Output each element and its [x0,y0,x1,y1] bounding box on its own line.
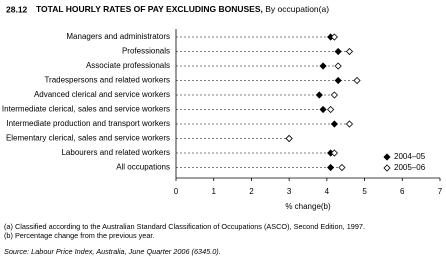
x-tick-label: 4 [325,187,330,196]
x-tick-label: 5 [362,187,367,196]
dot [330,91,338,99]
figure-number: 28.12 [6,4,28,14]
dot [327,163,335,172]
dot [334,62,342,70]
x-tick-label: 1 [211,187,216,196]
x-tick-label: 0 [174,187,179,196]
y-tick-label: Professionals [122,47,170,56]
dot [338,163,346,172]
y-tick-label: Tradespersons and related workers [44,76,170,85]
dot [353,76,361,85]
y-tick-label: Managers and administrators [66,32,170,41]
source: Source: Labour Price Index, Australia, J… [4,247,221,256]
footnote: (a) Classified according to the Australi… [4,222,365,231]
x-axis-label: % change(b) [285,202,331,211]
title-main: TOTAL HOURLY RATES OF PAY EXCLUDING BONU… [36,4,263,14]
x-tick-label: 2 [249,187,254,196]
y-tick-label: Labourers and related workers [61,148,170,157]
chart-title: TOTAL HOURLY RATES OF PAY EXCLUDING BONU… [36,4,329,14]
dot [345,47,354,56]
dot [319,105,327,114]
legend-marker [383,164,391,172]
chart-subtitle: By occupation(a) [265,4,329,14]
dot [345,120,354,128]
y-tick-label: Associate professionals [86,61,170,70]
dot [315,91,323,99]
y-tick-label: Elementary clerical, sales and service w… [6,134,170,143]
dot [330,149,338,157]
dot [330,120,338,128]
footnote: (b) Percentage change from the previous … [4,231,154,240]
dot [285,134,293,143]
y-tick-label: All occupations [116,163,170,172]
legend-label: 2004–05 [394,152,426,161]
x-tick-label: 3 [287,187,292,196]
x-tick-label: 7 [438,187,443,196]
legend-marker [383,153,391,161]
dot [334,47,342,56]
dot [327,105,335,114]
dot [319,62,327,70]
y-tick-label: Advanced clerical and service workers [34,90,170,99]
y-tick-label: Intermediate clerical, sales and service… [2,105,170,114]
dot [334,76,342,85]
dot [330,33,338,41]
y-tick-label: Intermediate production and transport wo… [6,119,170,128]
x-tick-label: 6 [400,187,405,196]
legend-label: 2005–06 [394,163,426,172]
